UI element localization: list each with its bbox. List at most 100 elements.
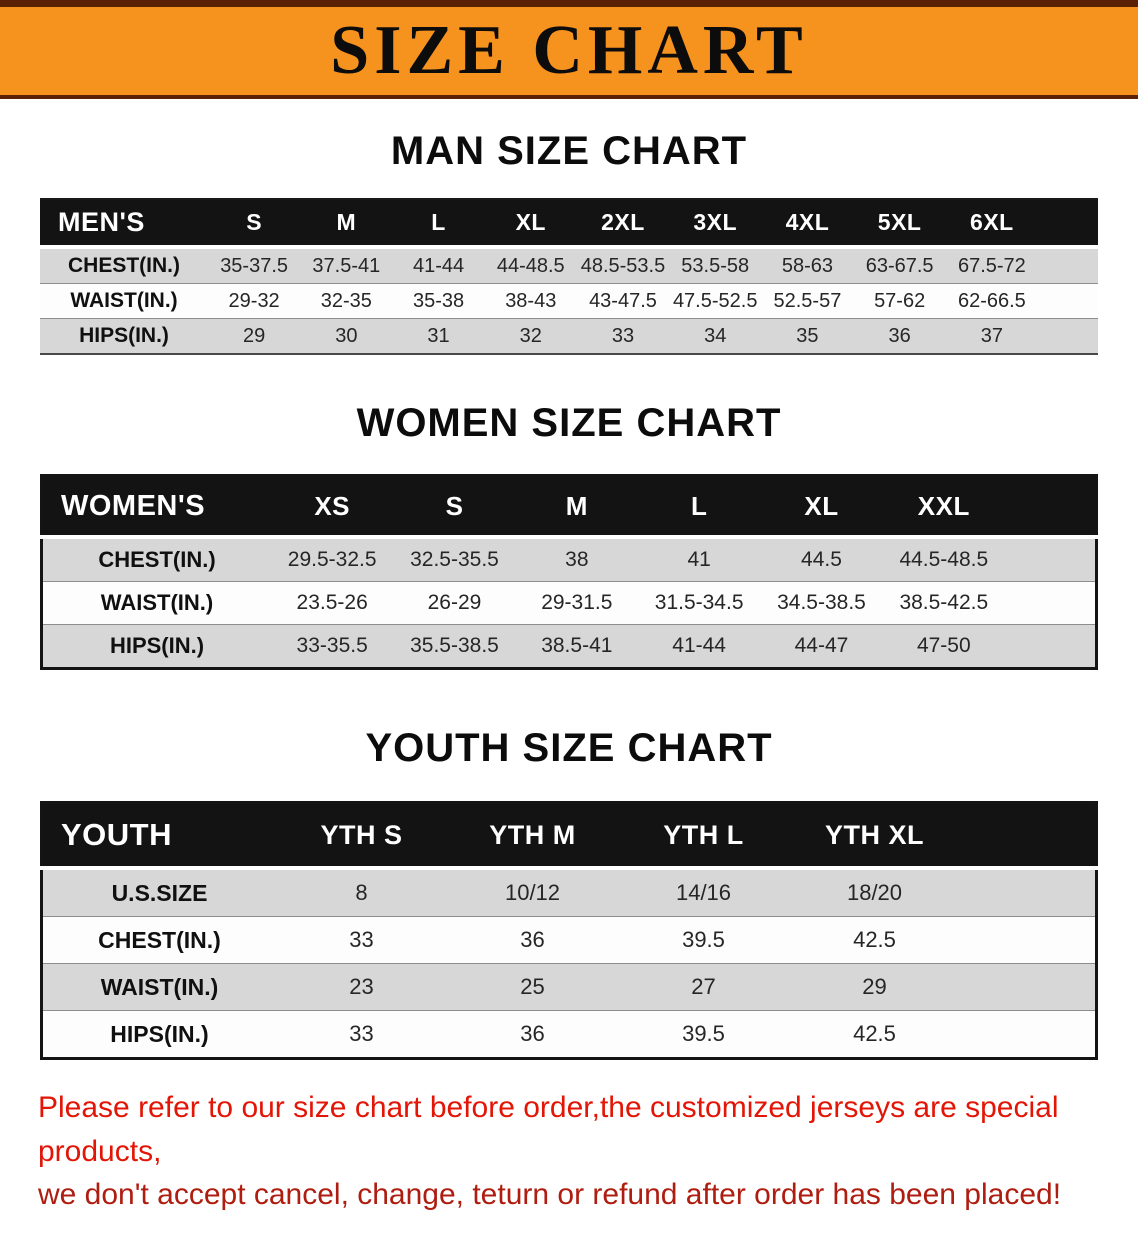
filler-cell (1005, 624, 1097, 669)
size-value-cell: 33 (276, 1010, 447, 1059)
filler-cell (1005, 581, 1097, 625)
size-value-cell: 41-44 (412, 254, 465, 277)
size-value-cell: 53.5-58 (681, 254, 750, 277)
filler-cell (960, 868, 1097, 917)
table-title-cell: WOMEN'S (41, 475, 271, 537)
measurement-row: U.S.SIZE 8 10/12 14/16 18/20 (41, 868, 1097, 917)
disclaimer-line-2: we don't accept cancel, change, teturn o… (38, 1178, 1062, 1211)
size-value-cell: 29.5-32.5 (287, 548, 377, 571)
size-column-header: S (393, 475, 516, 537)
size-value-cell: 29-32 (208, 283, 301, 319)
size-value-cell: 34.5-38.5 (760, 581, 883, 625)
size-column-header: YTH S (276, 802, 447, 868)
measurement-row: WAIST(IN.) 23.5-26 26-29 29-31.5 31.5-34.5 34… (41, 581, 1097, 625)
row-label-cell: HIPS(IN.) (41, 1010, 276, 1059)
row-label-cell: WAIST(IN.) (41, 581, 271, 625)
size-value-cell: 48.5-53.5 (580, 254, 666, 277)
row-label-cell: WAIST(IN.) (40, 283, 208, 319)
women-size-table: WOMEN'S XS S M L XL XXL CHEST(IN.) 29.5-32.5 32.5… (40, 474, 1098, 670)
size-value-cell: 35-38 (392, 283, 485, 319)
measurement-row: CHEST(IN.) 33 36 39.5 42.5 (41, 916, 1097, 964)
row-label-cell: WAIST(IN.) (41, 963, 276, 1011)
size-value-cell: 58-63 (781, 254, 833, 277)
row-label-cell: CHEST(IN.) (98, 547, 216, 572)
size-value-cell: 43-47.5 (576, 283, 670, 319)
row-label-cell: CHEST(IN.) (41, 916, 276, 964)
youth-section-heading: YOUTH SIZE CHART (365, 726, 773, 770)
filler-cell (1038, 283, 1098, 319)
size-value-cell: 44-47 (760, 624, 883, 669)
size-value-cell: 41 (687, 548, 711, 571)
banner: SIZE CHART (0, 0, 1138, 99)
size-value-cell: 34 (669, 318, 762, 354)
filler-cell (1038, 318, 1098, 354)
size-value-cell: 14/16 (675, 880, 732, 905)
table-title-cell: YOUTH (41, 802, 276, 868)
size-column-header: XL (760, 475, 883, 537)
measurement-row: HIPS(IN.) 29 30 31 32 33 34 35 36 37 (40, 318, 1098, 354)
size-value-cell: 29 (208, 318, 301, 354)
row-label-cell: U.S.SIZE (111, 879, 208, 906)
measurement-row: WAIST(IN.) 23 25 27 29 (41, 963, 1097, 1011)
size-value-cell: 37.5-41 (312, 254, 381, 277)
size-column-header: L (392, 199, 485, 247)
measurement-row: CHEST(IN.) 35-37.5 37.5-41 41-44 44-48.5 48.5… (40, 247, 1098, 284)
size-value-cell: 36 (447, 1010, 618, 1059)
disclaimer-line-1: Please refer to our size chart before or… (38, 1091, 1059, 1168)
size-value-cell: 52.5-57 (761, 283, 854, 319)
size-column-header: XS (271, 475, 394, 537)
size-value-cell: 23.5-26 (271, 581, 394, 625)
youth-size-table: YOUTH YTH S YTH M YTH L YTH XL U.S.SIZE 8 10/12… (40, 801, 1098, 1060)
size-value-cell: 36 (853, 318, 946, 354)
row-label-cell: HIPS(IN.) (41, 624, 271, 669)
size-column-header: M (300, 199, 393, 247)
size-column-header: YTH M (447, 802, 618, 868)
size-value-cell: 32.5-35.5 (410, 548, 499, 571)
size-column-header: 6XL (945, 199, 1038, 247)
size-value-cell: 42.5 (789, 1010, 960, 1059)
size-value-cell: 23 (276, 963, 447, 1011)
size-value-cell: 33 (276, 916, 447, 964)
men-size-table: MEN'S S M L XL 2XL 3XL 4XL 5XL 6XL CHEST(IN.) 35-37… (40, 198, 1098, 355)
size-value-cell: 30 (300, 318, 393, 354)
size-value-cell: 35.5-38.5 (393, 624, 516, 669)
row-label-cell: HIPS(IN.) (40, 318, 208, 354)
size-value-cell: 57-62 (853, 283, 946, 319)
filler-cell (1005, 475, 1097, 537)
measurement-row: HIPS(IN.) 33-35.5 35.5-38.5 38.5-41 41-44 44-… (41, 624, 1097, 669)
size-column-header: XL (484, 199, 577, 247)
header-row: MEN'S S M L XL 2XL 3XL 4XL 5XL 6XL (40, 199, 1098, 247)
size-value-cell: 29-31.5 (515, 581, 638, 625)
size-value-cell: 37 (945, 318, 1038, 354)
filler-cell (1005, 537, 1097, 582)
size-column-header: 3XL (669, 199, 762, 247)
size-value-cell: 42.5 (789, 916, 960, 964)
size-value-cell: 39.5 (618, 1010, 789, 1059)
size-column-header: L (637, 475, 761, 537)
size-value-cell: 25 (447, 963, 618, 1011)
size-value-cell: 35-37.5 (220, 254, 289, 277)
size-value-cell: 8 (355, 880, 368, 905)
size-value-cell: 44.5-48.5 (899, 548, 989, 571)
measurement-row: WAIST(IN.) 29-32 32-35 35-38 38-43 43-47.5 47.… (40, 283, 1098, 319)
row-label-cell: CHEST(IN.) (68, 254, 180, 277)
size-column-header: 2XL (576, 199, 670, 247)
size-value-cell: 29 (789, 963, 960, 1011)
size-value-cell: 38-43 (484, 283, 577, 319)
size-column-header: 4XL (761, 199, 854, 247)
women-section: WOMEN SIZE CHART WOMEN'S XS S M L XL XXL CHEST(… (0, 355, 1138, 670)
size-value-cell: 18/20 (846, 880, 903, 905)
size-value-cell: 35 (761, 318, 854, 354)
size-value-cell: 27 (618, 963, 789, 1011)
women-section-heading: WOMEN SIZE CHART (356, 401, 782, 445)
filler-cell (1038, 247, 1098, 284)
measurement-row: CHEST(IN.) 29.5-32.5 32.5-35.5 38 41 44.5 44.5… (41, 537, 1097, 582)
measurement-row: HIPS(IN.) 33 36 39.5 42.5 (41, 1010, 1097, 1059)
size-value-cell: 33 (576, 318, 670, 354)
size-value-cell: 10/12 (504, 880, 561, 905)
size-column-header: XXL (882, 475, 1005, 537)
size-value-cell: 36 (447, 916, 618, 964)
table-title-cell: MEN'S (40, 199, 208, 247)
size-column-header: S (208, 199, 301, 247)
